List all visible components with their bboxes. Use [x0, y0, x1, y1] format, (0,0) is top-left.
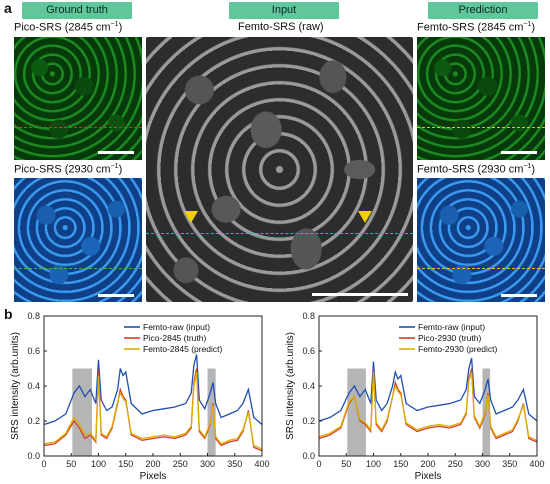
left-bottom-title: Pico-SRS (2930 cm−1): [14, 163, 123, 176]
series-line-2: [318, 368, 538, 443]
y-tick-label: 0.4: [27, 381, 40, 391]
x-tick-label: 400: [529, 459, 544, 469]
series-line-1: [43, 354, 263, 426]
series-line-2: [43, 368, 263, 452]
arrowhead-marker-left: [184, 211, 198, 223]
y-tick-label: 0.2: [302, 416, 315, 426]
line-chart-2930: 0 50 100 150 200 250 300 350 400 0.0 0.2 0.4 0.6 0.8 P…: [285, 311, 545, 482]
pico-2845-image: [14, 37, 142, 160]
series-line-3: [318, 371, 538, 441]
input-tag: Input: [229, 2, 339, 19]
cyan-dashed-line: [146, 233, 413, 234]
y-axis-label: SRS intensity (arb.units): [10, 332, 21, 440]
scale-bar: [312, 293, 408, 296]
legend-label-2: Pico-2845 (truth): [143, 333, 206, 343]
x-tick-label: 0: [41, 459, 46, 469]
femto-2930-image: [417, 178, 545, 302]
line-chart-2845: 0 50 100 150 200 250 300 350 400 0.0 0.2 0.4 0.6 0.8 P…: [10, 311, 270, 482]
y-tick-label: 0.4: [302, 381, 315, 391]
x-tick-label: 350: [227, 459, 242, 469]
x-tick-label: 250: [173, 459, 188, 469]
series-line-3: [43, 371, 263, 450]
legend-label-1: Femto-raw (input): [143, 322, 210, 332]
highlight-band: [347, 368, 366, 456]
x-tick-label: 300: [200, 459, 215, 469]
femto-raw-image: [146, 37, 413, 302]
legend-label-3: Femto-2845 (predict): [143, 344, 223, 354]
highlight-band: [72, 368, 92, 456]
x-tick-label: 200: [420, 459, 435, 469]
x-tick-label: 250: [448, 459, 463, 469]
legend-label-2: Pico-2930 (truth): [418, 333, 481, 343]
x-tick-label: 100: [366, 459, 381, 469]
y-tick-label: 0.6: [302, 346, 315, 356]
x-tick-label: 50: [341, 459, 351, 469]
prediction-tag: Prediction: [428, 2, 538, 19]
red-dashed-line: [14, 127, 142, 128]
y-tick-label: 0.2: [27, 416, 40, 426]
x-tick-label: 200: [145, 459, 160, 469]
y-tick-label: 0.0: [27, 451, 40, 461]
legend-label-1: Femto-raw (input): [418, 322, 485, 332]
y-tick-label: 0.0: [302, 451, 315, 461]
yellow-dashed-line: [417, 127, 545, 128]
x-tick-label: 350: [502, 459, 517, 469]
scale-bar: [98, 151, 134, 154]
x-tick-label: 300: [475, 459, 490, 469]
series-line-1: [318, 357, 538, 422]
y-axis-label: SRS intensity (arb.units): [285, 332, 296, 440]
x-axis-label: Pixels: [415, 471, 442, 482]
pico-2930-image: [14, 178, 142, 302]
x-tick-label: 400: [254, 459, 269, 469]
x-axis-label: Pixels: [140, 471, 167, 482]
center-title: Femto-SRS (raw): [238, 21, 324, 33]
x-tick-label: 100: [91, 459, 106, 469]
x-tick-label: 150: [118, 459, 133, 469]
arrowhead-marker-right: [358, 211, 372, 223]
legend-label-3: Femto-2930 (predict): [418, 344, 498, 354]
scale-bar: [501, 294, 537, 297]
y-tick-label: 0.8: [302, 311, 315, 321]
scale-bar: [501, 151, 537, 154]
panel-b-letter: b: [4, 306, 13, 322]
highlight-band: [482, 368, 491, 456]
right-bottom-title: Femto-SRS (2930 cm−1): [417, 163, 536, 176]
x-tick-label: 50: [66, 459, 76, 469]
left-top-title: Pico-SRS (2845 cm−1): [14, 21, 123, 34]
ground-truth-tag: Ground truth: [22, 2, 132, 19]
x-tick-label: 150: [393, 459, 408, 469]
y-tick-label: 0.6: [27, 346, 40, 356]
right-top-title: Femto-SRS (2845 cm−1): [417, 21, 536, 34]
green-dashed-line: [14, 268, 142, 269]
y-tick-label: 0.8: [27, 311, 40, 321]
yellow-dashed-line: [417, 268, 545, 269]
scale-bar: [98, 294, 134, 297]
x-tick-label: 0: [316, 459, 321, 469]
panel-a-letter: a: [4, 0, 12, 16]
femto-2845-image: [417, 37, 545, 160]
